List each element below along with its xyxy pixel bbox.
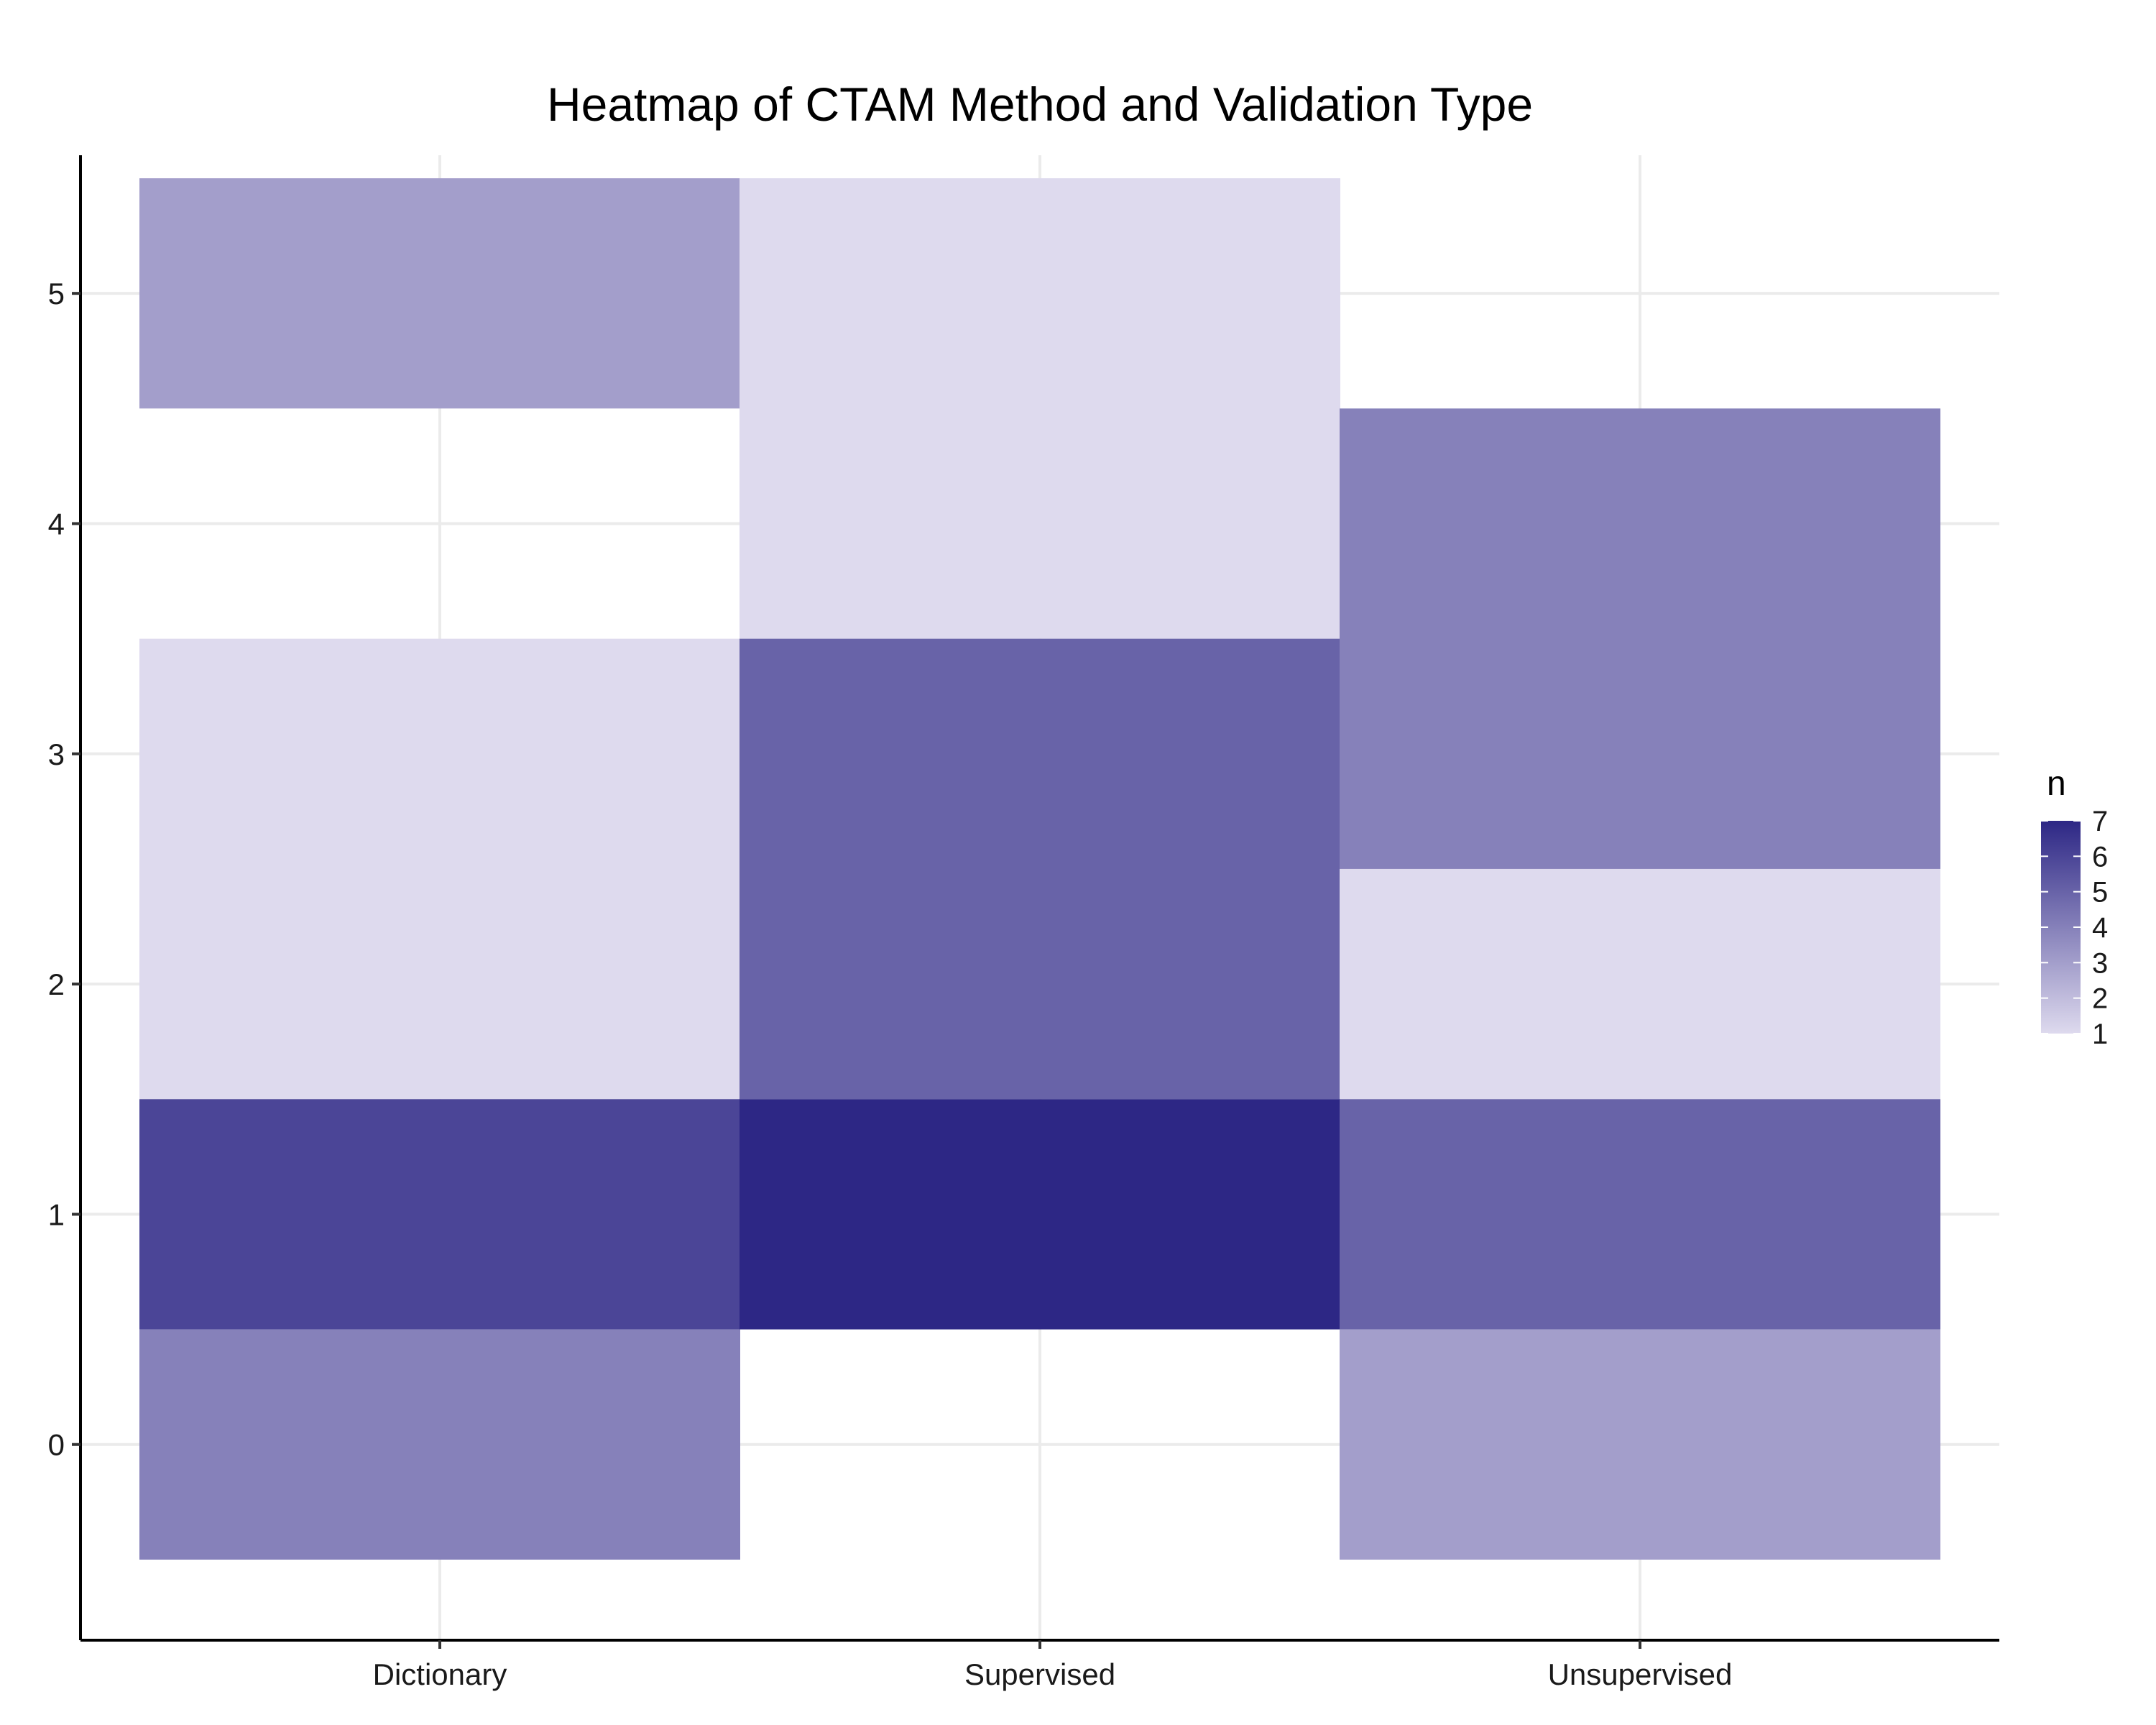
legend-tick-label: 2 <box>2092 983 2108 1015</box>
y-tick-label: 2 <box>48 967 65 1001</box>
heatmap-cell <box>740 178 1340 639</box>
heatmap-cells <box>139 178 1940 1560</box>
heatmap-cell <box>1340 1329 1940 1560</box>
chart-title: Heatmap of CTAM Method and Validation Ty… <box>547 78 1533 131</box>
heatmap-cell <box>139 1329 740 1560</box>
heatmap-cell <box>740 638 1340 1100</box>
x-tick-label: Supervised <box>964 1657 1115 1691</box>
axes <box>72 155 1999 1649</box>
legend-tick-label: 5 <box>2092 877 2108 908</box>
legend-tick-label: 4 <box>2092 912 2108 944</box>
heatmap-cell <box>740 1099 1340 1330</box>
legend-tick-label: 7 <box>2092 806 2108 837</box>
legend-tick-label: 1 <box>2092 1018 2108 1050</box>
heatmap-cell <box>139 638 740 1100</box>
y-tick-label: 5 <box>48 277 65 310</box>
legend-tick-label: 3 <box>2092 947 2108 979</box>
heatmap-cell <box>139 178 740 409</box>
heatmap-cell <box>1340 868 1940 1100</box>
y-tick-label: 1 <box>48 1197 65 1231</box>
y-tick-label: 0 <box>48 1428 65 1462</box>
tick-labels: 0 1 2 3 4 5 Dictionary Supervised Unsupervised <box>48 277 1733 1691</box>
y-tick-label: 3 <box>48 737 65 771</box>
legend-tick-label: 6 <box>2092 841 2108 873</box>
y-tick-label: 4 <box>48 507 65 540</box>
x-tick-label: Dictionary <box>373 1657 507 1691</box>
heatmap-cell <box>139 1099 740 1330</box>
x-tick-label: Unsupervised <box>1548 1657 1733 1691</box>
heatmap-cell <box>1340 408 1940 869</box>
heatmap-cell <box>1340 1099 1940 1330</box>
legend-title: n <box>2047 765 2066 803</box>
